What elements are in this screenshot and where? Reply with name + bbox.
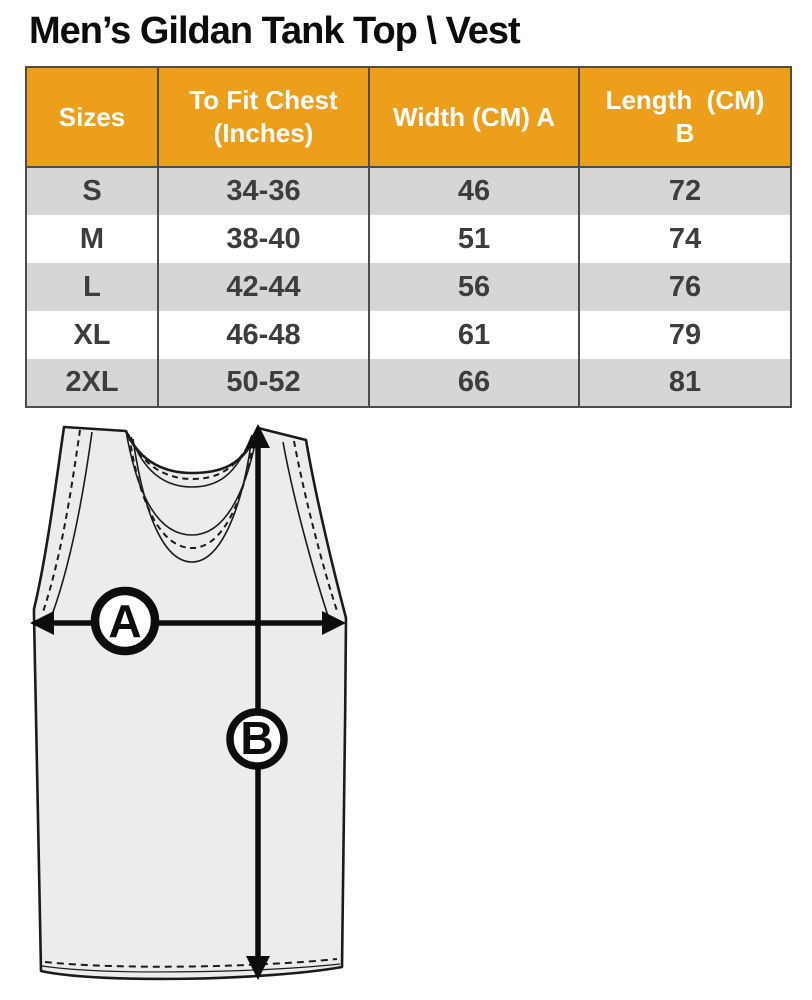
- length-cell: 76: [578, 263, 791, 311]
- width-arrow-a: [30, 611, 346, 635]
- width-cell: 56: [368, 263, 579, 311]
- chest-cell: 34-36: [157, 167, 369, 215]
- chest-cell: 46-48: [157, 311, 369, 359]
- size-cell: 2XL: [26, 359, 158, 407]
- size-chart-table: Sizes To Fit Chest (Inches) Width (CM) A …: [25, 66, 792, 408]
- chest-cell: 42-44: [157, 263, 369, 311]
- left-armhole-seam: [51, 431, 93, 616]
- right-armhole-seam: [282, 441, 329, 617]
- width-label-badge: A: [90, 586, 160, 656]
- length-label-badge: B: [226, 708, 288, 770]
- width-label: A: [108, 595, 141, 647]
- tank-top-measurement-diagram: A B: [30, 424, 348, 981]
- size-cell: L: [26, 263, 158, 311]
- width-cell: 51: [368, 215, 579, 263]
- length-cell: 74: [578, 215, 791, 263]
- length-arrow-b: [246, 424, 270, 980]
- col-header-chest: To Fit Chest (Inches): [157, 67, 369, 168]
- col-header-sizes: Sizes: [26, 67, 158, 168]
- length-label: B: [240, 712, 273, 764]
- length-cell: 72: [578, 167, 791, 215]
- width-cell: 66: [368, 359, 579, 407]
- hem-fold-line: [41, 963, 341, 973]
- table-row: L 42-44 56 76: [26, 263, 791, 311]
- size-chart-header: Sizes To Fit Chest (Inches) Width (CM) A …: [26, 67, 791, 168]
- width-cell: 61: [368, 311, 579, 359]
- length-cell: 79: [578, 311, 791, 359]
- table-row: M 38-40 51 74: [26, 215, 791, 263]
- col-header-width: Width (CM) A: [368, 67, 579, 168]
- chest-cell: 38-40: [157, 215, 369, 263]
- front-neckline-edge: [132, 436, 253, 563]
- table-row: XL 46-48 61 79: [26, 311, 791, 359]
- right-armhole-stitch-line: [293, 440, 339, 615]
- length-cell: 81: [578, 359, 791, 407]
- width-cell: 46: [368, 167, 579, 215]
- chest-cell: 50-52: [157, 359, 369, 407]
- col-header-length: Length (CM) B: [578, 67, 791, 168]
- size-cell: S: [26, 167, 158, 215]
- garment-outline: [32, 425, 348, 981]
- front-neckline-stitch-line: [128, 432, 256, 550]
- size-cell: XL: [26, 311, 158, 359]
- back-collar-edge-line: [130, 434, 253, 488]
- hem-stitch-line: [44, 958, 338, 968]
- page-title: Men’s Gildan Tank Top \ Vest: [29, 10, 521, 52]
- table-row: 2XL 50-52 66 81: [26, 359, 791, 407]
- table-row: S 34-36 46 72: [26, 167, 791, 215]
- size-cell: M: [26, 215, 158, 263]
